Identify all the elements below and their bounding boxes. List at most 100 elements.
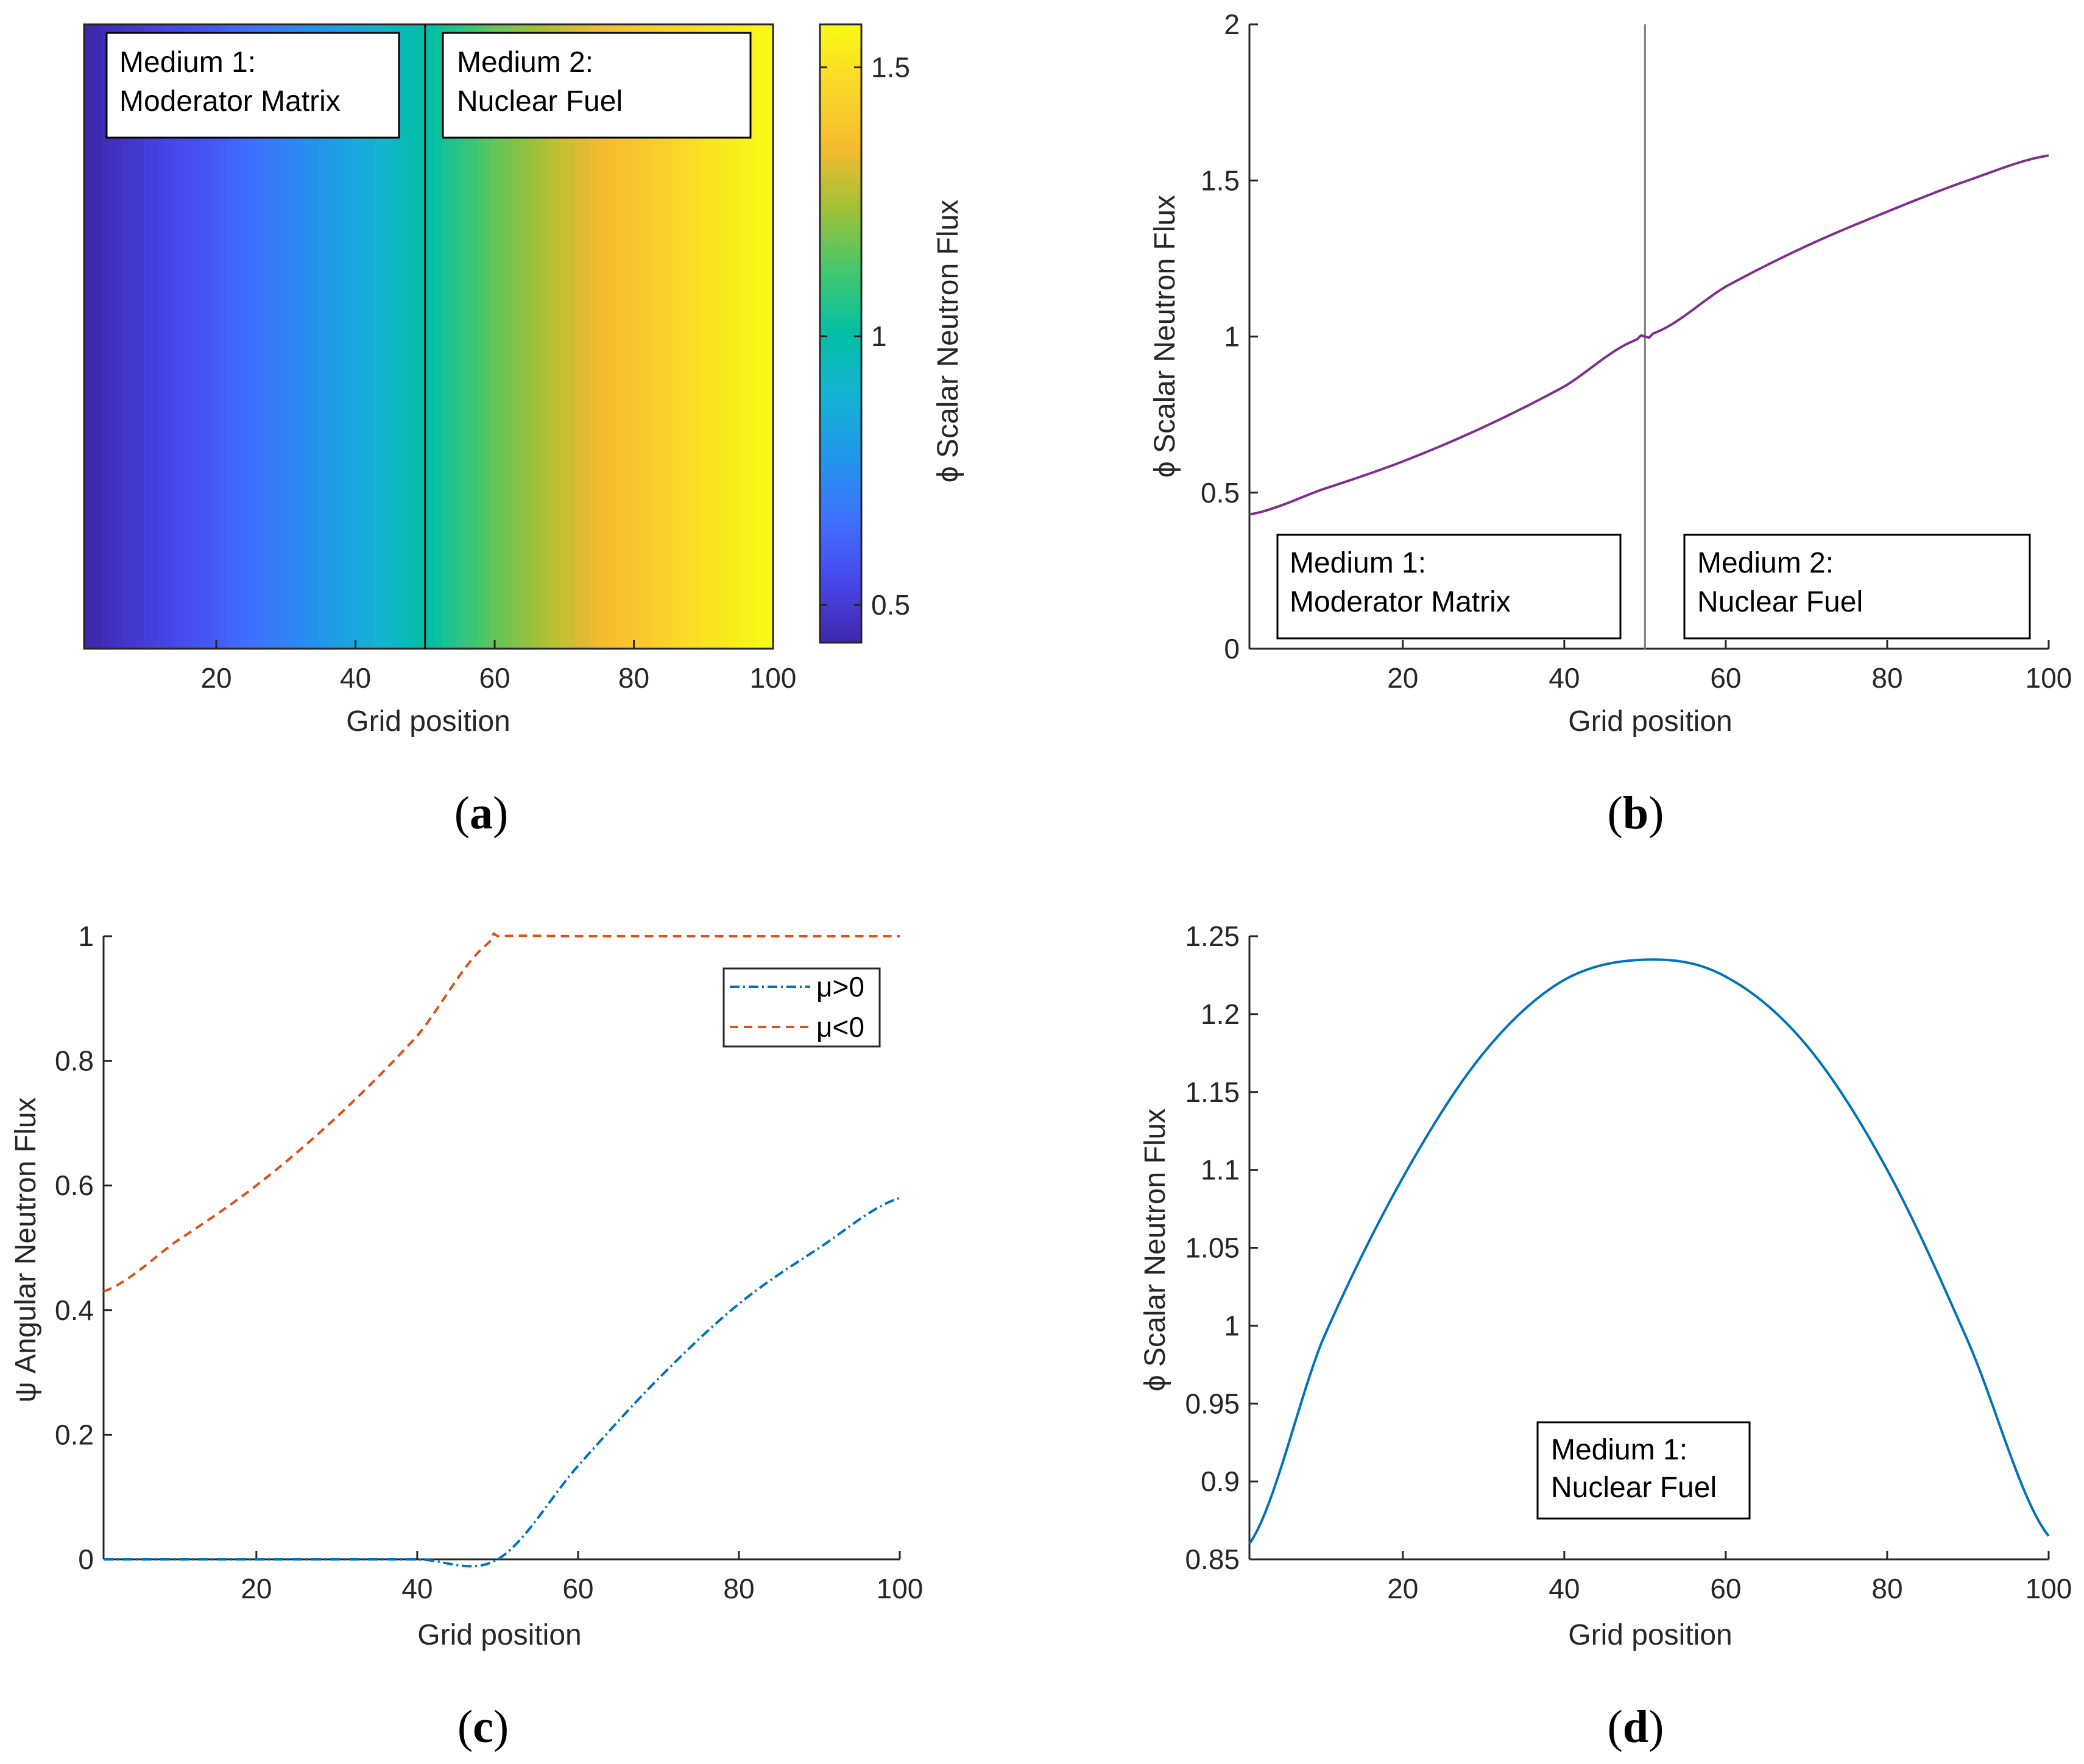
annotation-line-1: Medium 1: (1551, 1434, 1687, 1466)
heatmap-cell (386, 24, 394, 649)
heatmap-cell (505, 24, 513, 649)
heatmap-cell (700, 24, 708, 649)
legend-label-mu-neg: μ<0 (816, 1011, 864, 1043)
heatmap-cell (157, 24, 164, 649)
heatmap-cell (227, 24, 235, 649)
heatmap-cell (616, 24, 624, 649)
heatmap-cell (282, 24, 290, 649)
heatmap-cell (171, 24, 178, 649)
heatmap-cell (630, 24, 638, 649)
annotation-line-1: Medium 1: (1290, 547, 1426, 579)
x-tick-label: 40 (1549, 1573, 1580, 1604)
heatmap-cell (581, 24, 589, 649)
heatmap-cell (512, 24, 520, 649)
colorbar: 0.5 1 1.5 ϕ Scalar Neutron Flux (819, 23, 964, 644)
y-tick-label: 1.05 (1185, 1232, 1240, 1264)
x-tick-label: 100 (2026, 1573, 2072, 1604)
heatmap-cell (331, 24, 339, 649)
legend-box (722, 967, 881, 1048)
heatmap-cell (205, 24, 213, 649)
heatmap-cell (686, 24, 694, 649)
heatmap-cell (651, 24, 659, 649)
x-tick-label: 60 (562, 1573, 593, 1604)
heatmap-cell (400, 24, 408, 649)
heatmap-cell (609, 24, 617, 649)
series-line (1249, 154, 2049, 516)
heatmap-cell (672, 24, 680, 649)
annotation-medium-1: Medium 1: Moderator Matrix (105, 32, 400, 139)
heatmap-cell (213, 24, 221, 649)
heatmap-cell (414, 24, 422, 649)
series-line (104, 1196, 900, 1568)
plot-area: 20 40 60 80 100 0.85 0.9 0.95 1 1.05 1.1 1.15 1.2 1.2… (1185, 920, 2072, 1604)
x-tick-label: 60 (1710, 662, 1741, 694)
heatmap-cell (755, 24, 763, 649)
heatmap-cell (532, 24, 540, 649)
x-tick-label: 40 (401, 1573, 433, 1604)
heatmap-cell (588, 24, 596, 649)
x-tick-label: 60 (479, 662, 510, 694)
panel-label-d: (d) (1608, 1701, 1664, 1752)
heatmap-cell (449, 24, 457, 649)
heatmap-cell (484, 24, 492, 649)
legend: μ>0 μ<0 (722, 967, 881, 1048)
y-tick-label: 0.9 (1201, 1466, 1240, 1497)
x-axis-label: Grid position (1568, 705, 1732, 738)
heatmap-cell (219, 24, 227, 649)
heatmap-cell (526, 24, 534, 649)
heatmap-cell (595, 24, 603, 649)
annotation-line-2: Nuclear Fuel (1697, 586, 1863, 618)
heatmap-cell (84, 24, 88, 649)
heatmap-cell (741, 24, 749, 649)
x-tick-label: 20 (1387, 1573, 1418, 1604)
heatmap-cell (324, 24, 332, 649)
heatmap-cell (519, 24, 527, 649)
y-tick-label: 0.5 (1201, 477, 1240, 509)
y-tick-label: 0.95 (1185, 1388, 1240, 1419)
heatmap-cell (373, 24, 381, 649)
heatmap-cell (150, 24, 158, 649)
heatmap-cell (491, 24, 499, 649)
x-axis: 20 40 60 80 100 (200, 640, 796, 694)
heatmap-cell (602, 24, 610, 649)
heatmap-cell (136, 24, 144, 649)
heatmap-cell (310, 24, 318, 649)
heatmap-cell (637, 24, 645, 649)
heatmap-cell (199, 24, 207, 649)
heatmap-cell (470, 24, 478, 649)
heatmap-cell (192, 24, 200, 649)
panel-label-a: (a) (454, 788, 509, 839)
heatmap-cell (296, 24, 304, 649)
annotation-line-2: Moderator Matrix (1290, 586, 1511, 618)
heatmap-cell (261, 24, 269, 649)
colorbar-tick-label: 1.5 (871, 52, 910, 83)
heatmap-cell (540, 24, 548, 649)
y-tick-label: 0 (78, 1544, 94, 1575)
x-tick-label: 40 (340, 662, 371, 694)
x-axis-label: Grid position (1568, 1619, 1732, 1651)
heatmap-cell (408, 24, 415, 649)
heatmap-cell (87, 24, 95, 649)
annotation-medium-2: Medium 2: Nuclear Fuel (442, 32, 752, 139)
annotation-line-2: Nuclear Fuel (1551, 1472, 1717, 1504)
heatmap-cell (693, 24, 701, 649)
annotation-line-1: Medium 2: (457, 46, 593, 79)
heatmap-cell (442, 24, 450, 649)
y-tick-label: 1 (78, 920, 94, 952)
y-tick-label: 1.5 (1201, 164, 1240, 196)
y-tick-label: 1 (1224, 1310, 1240, 1341)
y-tick-label: 1 (1224, 321, 1240, 353)
y-tick-label: 0.6 (55, 1170, 94, 1201)
y-tick-label: 0.85 (1185, 1544, 1240, 1575)
heatmap-cell (567, 24, 575, 649)
heatmap-cell (178, 24, 186, 649)
heatmap-cell (435, 24, 443, 649)
x-tick-label: 20 (1387, 662, 1418, 694)
annotation-line-1: Medium 1: (119, 46, 256, 79)
heatmap-cell (351, 24, 359, 649)
annotation-medium-2: Medium 2: Nuclear Fuel (1683, 534, 2031, 640)
heatmap-cell (623, 24, 631, 649)
y-axis-label: ψ Angular Neutron Flux (10, 1097, 42, 1402)
x-tick-label: 60 (1710, 1573, 1741, 1604)
